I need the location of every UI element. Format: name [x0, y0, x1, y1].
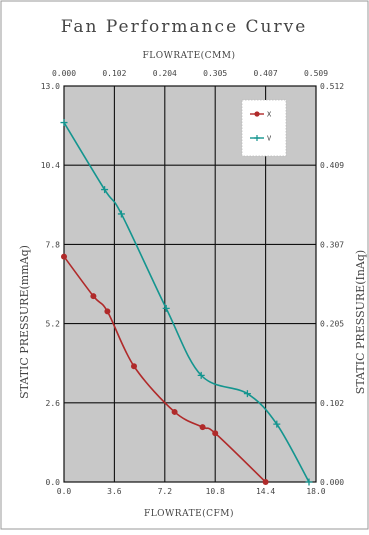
y-axis-label-left: STATIC PRESSURE(mmAq): [18, 245, 31, 399]
x-tick-label-bottom: 7.2: [158, 487, 173, 496]
x-tick-label-top: 0.407: [254, 69, 278, 78]
plot-border: [63, 85, 317, 483]
series-x-point: [212, 430, 219, 437]
legend-box: [241, 99, 287, 157]
legend-items: XV: [250, 111, 272, 143]
series-x: [61, 253, 269, 485]
y-tick-label-left: 7.8: [46, 240, 61, 249]
series-v-point: [243, 390, 251, 398]
series-v-point: [117, 210, 125, 218]
series-v: [60, 119, 313, 486]
x-tick-label-bottom: 10.8: [206, 487, 225, 496]
y-tick-label-right: 0.512: [320, 82, 344, 91]
x-axis-label-top: FLOWRATE(CMM): [142, 50, 235, 61]
x-tick-label-top: 0.000: [52, 69, 76, 78]
legend-item-x-label: X: [267, 111, 272, 119]
y-tick-label-right: 0.205: [320, 320, 344, 329]
y-tick-label-left: 2.6: [46, 399, 61, 408]
y-tick-label-right: 0.000: [320, 478, 344, 487]
legend-item-v: V: [250, 135, 272, 143]
series-layer: [60, 119, 313, 486]
x-axis-label-bottom: FLOWRATE(CFM): [144, 508, 234, 519]
x-ticks-top: 0.000 0.102 0.204 0.305 0.407 0.509: [52, 69, 328, 78]
series-v-point: [273, 420, 281, 428]
x-ticks-bottom: 0.0 3.6 7.2 10.8 14.4 18.0: [57, 487, 326, 496]
y-axis-label-right: STATIC PRESSURE(InAq): [354, 250, 367, 394]
y-tick-label-right: 0.102: [320, 399, 344, 408]
y-tick-label-left: 13.0: [41, 82, 60, 91]
y-tick-label-right: 0.409: [320, 161, 344, 170]
x-tick-label-top: 0.305: [203, 69, 227, 78]
x-tick-label-top: 0.509: [304, 69, 328, 78]
legend-item-v-swatch-marker: [254, 135, 260, 141]
y-tick-label-left: 5.2: [46, 320, 61, 329]
legend-item-x: X: [250, 111, 272, 119]
series-v-point: [162, 304, 170, 312]
x-tick-label-top: 0.204: [153, 69, 177, 78]
x-tick-label-bottom: 14.4: [256, 487, 275, 496]
series-v-line: [63, 122, 310, 483]
series-v-point: [60, 119, 68, 127]
series-x-point: [104, 308, 111, 315]
legend-item-x-swatch-marker: [254, 111, 260, 117]
x-tick-label-top: 0.102: [102, 69, 126, 78]
series-x-point: [262, 479, 269, 485]
series-x-point: [131, 363, 137, 370]
x-tick-label-bottom: 0.0: [57, 487, 72, 496]
legend-item-v-label: V: [267, 135, 272, 143]
series-v-point: [101, 186, 109, 194]
y-ticks-left: 0.0 2.6 5.2 7.8 10.4 13.0: [41, 82, 60, 487]
series-v-point: [305, 478, 313, 486]
x-tick-label-bottom: 3.6: [107, 487, 122, 496]
chart-title: Fan Performance Curve: [61, 17, 308, 37]
y-tick-label-left: 0.0: [46, 478, 61, 487]
y-ticks-right: 0.000 0.102 0.205 0.307 0.409 0.512: [320, 82, 344, 487]
series-x-point: [90, 293, 97, 300]
series-v-point: [197, 371, 205, 379]
series-x-point: [61, 253, 67, 260]
series-x-point: [199, 424, 206, 431]
grid-lines: [64, 86, 316, 482]
y-tick-label-right: 0.307: [320, 240, 344, 249]
series-x-point: [171, 408, 178, 415]
legend: XV: [241, 99, 287, 157]
x-tick-label-bottom: 18.0: [306, 487, 325, 496]
y-tick-label-left: 10.4: [41, 161, 60, 170]
